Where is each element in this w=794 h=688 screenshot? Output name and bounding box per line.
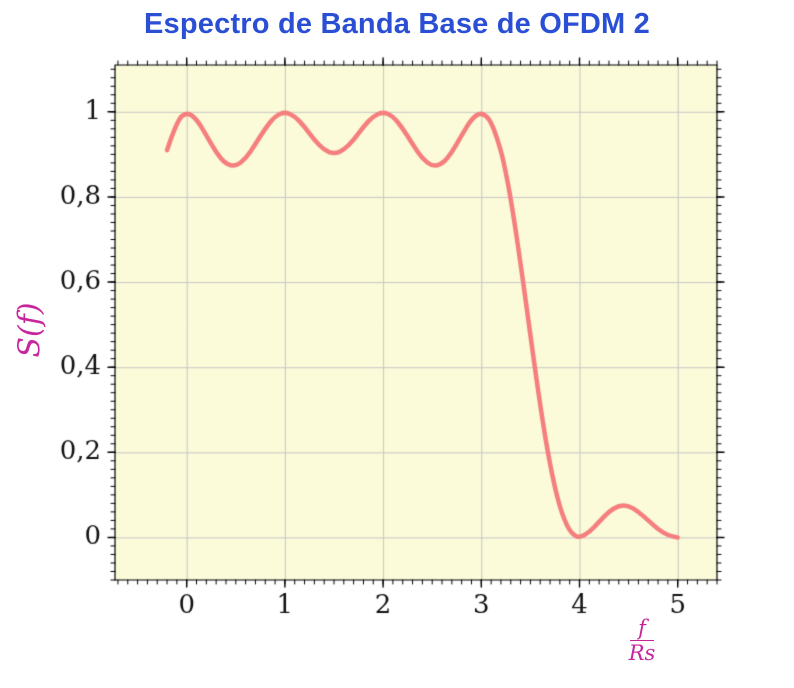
chart-title: Espectro de Banda Base de OFDM 2 [144, 8, 650, 40]
x-axis-label-denominator: Rs [628, 641, 656, 666]
x-axis-label: f Rs [610, 616, 674, 665]
y-axis-label: S(f) [12, 302, 48, 358]
x-axis-label-numerator: f [630, 616, 654, 642]
